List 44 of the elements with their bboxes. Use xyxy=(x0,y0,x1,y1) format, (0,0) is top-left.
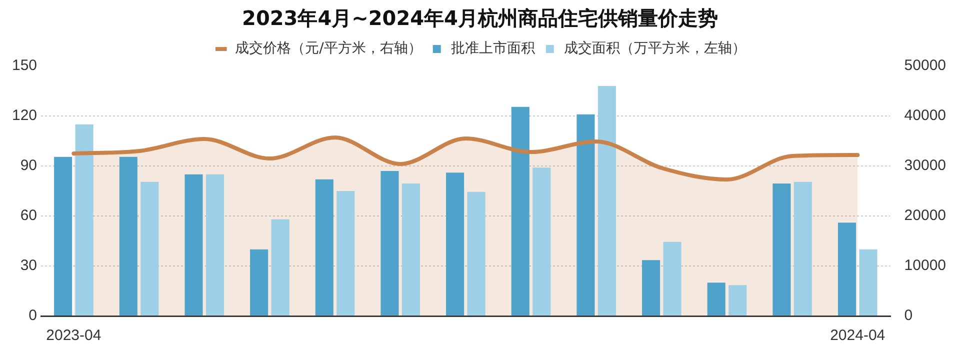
bar xyxy=(402,184,420,316)
bar xyxy=(315,179,334,316)
y-tick-label: 150 xyxy=(12,57,38,74)
bar xyxy=(663,242,682,316)
bar xyxy=(446,172,464,316)
y2-tick-label: 30000 xyxy=(904,157,946,174)
bar xyxy=(119,156,138,316)
bar xyxy=(511,106,530,316)
bar xyxy=(336,191,355,316)
bar xyxy=(250,249,268,316)
bar xyxy=(794,182,812,316)
bar xyxy=(140,182,159,316)
legend-label: 批准上市面积 xyxy=(450,40,535,57)
x-tick-label: 2023-04 xyxy=(46,327,102,344)
bar xyxy=(271,219,290,316)
y-tick-label: 30 xyxy=(20,257,38,274)
bar xyxy=(380,171,399,316)
bar xyxy=(532,168,551,316)
y-tick-label: 90 xyxy=(20,157,38,174)
bar xyxy=(838,222,856,316)
bar xyxy=(467,192,486,316)
y-tick-label: 60 xyxy=(20,207,38,224)
legend-label: 成交面积（万平方米，左轴） xyxy=(564,40,746,57)
y-tick-label: 0 xyxy=(28,307,38,324)
bar xyxy=(576,114,595,316)
bar xyxy=(772,184,791,316)
bar xyxy=(184,174,203,316)
bar xyxy=(54,156,72,316)
y-tick-label: 120 xyxy=(12,107,38,124)
legend-label: 成交价格（元/平方米，右轴） xyxy=(235,40,422,57)
y2-tick-label: 20000 xyxy=(904,207,946,224)
bar xyxy=(75,124,94,316)
y2-tick-label: 10000 xyxy=(904,257,946,274)
y2-tick-label: 0 xyxy=(904,307,913,324)
bar xyxy=(642,260,660,316)
y2-tick-label: 40000 xyxy=(904,107,946,124)
bar xyxy=(206,174,224,316)
x-tick-label: 2024-04 xyxy=(830,327,886,344)
bar xyxy=(598,86,616,316)
bar xyxy=(728,285,747,316)
chart-title: 2023年4月~2024年4月杭州商品住宅供销量价走势 xyxy=(242,6,718,30)
y2-tick-label: 50000 xyxy=(904,57,946,74)
bar xyxy=(859,249,878,316)
bar xyxy=(707,282,726,316)
